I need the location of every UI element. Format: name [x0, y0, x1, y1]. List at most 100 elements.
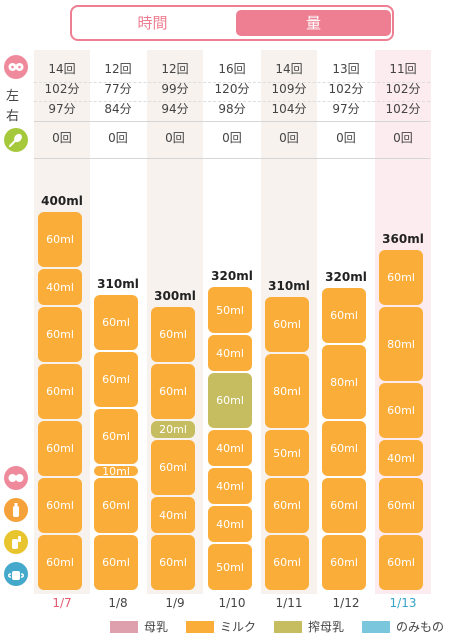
legend-item-breast: 母乳: [110, 620, 168, 634]
bar-segment[interactable]: 50ml: [208, 287, 252, 333]
bar-segment[interactable]: 60ml: [379, 535, 423, 590]
bar-segment[interactable]: 60ml: [94, 535, 138, 590]
date-label[interactable]: 1/13: [389, 596, 417, 610]
bar-segment[interactable]: 60ml: [94, 409, 138, 464]
bar-segment[interactable]: 60ml: [151, 307, 195, 362]
bar-segment[interactable]: 60ml: [265, 535, 309, 590]
daily-total-label: 320ml: [211, 269, 253, 283]
date-label[interactable]: 1/11: [275, 596, 303, 610]
left-duration: 120分: [214, 82, 250, 96]
date-label[interactable]: 1/8: [108, 596, 128, 610]
nursing-count: 12回: [161, 62, 189, 76]
bar-segment[interactable]: 50ml: [208, 544, 252, 590]
bar-segment[interactable]: 60ml: [379, 250, 423, 305]
bar-segment[interactable]: 50ml: [265, 430, 309, 476]
cup-icon: [4, 562, 28, 586]
bar-segment[interactable]: 60ml: [379, 478, 423, 533]
nursing-count: 12回: [104, 62, 132, 76]
legend-label: 搾母乳: [308, 620, 345, 634]
day-column[interactable]: 14回 102分 97分 0回 60ml 60ml 60ml 60ml 60ml 40ml 60ml…: [34, 50, 90, 594]
day-column[interactable]: 14回 109分 104分 0回 60ml 60ml 50ml 80ml 60ml 310ml: [261, 50, 317, 594]
legend-item-pumped: 搾母乳: [274, 620, 344, 634]
nursing-count: 16回: [218, 62, 246, 76]
bar-segment[interactable]: 40ml: [151, 497, 195, 533]
baby-food-count: 0回: [336, 131, 356, 145]
day-column[interactable]: 12回 99分 94分 0回 60ml 40ml 60ml 20ml 60ml 60ml 300ml: [147, 50, 203, 594]
day-column[interactable]: 11回 102分 102分 0回 60ml 60ml 40ml 60ml 80ml 60ml 360…: [375, 50, 431, 594]
daily-total-label: 320ml: [325, 270, 367, 284]
bar-segment[interactable]: 60ml: [322, 421, 366, 476]
legend-swatch: [274, 621, 303, 633]
tab-time[interactable]: 時間: [137, 14, 168, 32]
bar-segment[interactable]: 60ml: [208, 373, 252, 428]
bar-segment[interactable]: 60ml: [151, 535, 195, 590]
right-side-label: 右: [6, 109, 20, 124]
bottle-icon: [4, 498, 28, 522]
daily-total-label: 310ml: [97, 277, 139, 291]
bar-segment[interactable]: 60ml: [38, 212, 82, 267]
bar-segment[interactable]: 40ml: [38, 269, 82, 305]
bar-segment[interactable]: 80ml: [322, 345, 366, 419]
bar-segment[interactable]: 60ml: [322, 535, 366, 590]
baby-food-count: 0回: [393, 131, 413, 145]
right-duration: 84分: [104, 102, 132, 116]
day-column[interactable]: 16回 120分 98分 0回 50ml 40ml 40ml 40ml 60ml 40ml 50ml…: [204, 50, 260, 594]
date-label[interactable]: 1/9: [165, 596, 185, 610]
separator: [34, 158, 430, 159]
bar-segment[interactable]: 40ml: [208, 430, 252, 466]
bar-segment[interactable]: 60ml: [151, 364, 195, 419]
right-duration: 94分: [161, 102, 189, 116]
legend-item-drink: のみもの: [362, 620, 444, 634]
bar-segment[interactable]: 60ml: [265, 297, 309, 352]
nursing-count: 11回: [389, 62, 417, 76]
left-side-label: 左: [6, 89, 20, 104]
spoon-icon: [4, 128, 28, 152]
bar-segment[interactable]: 20ml: [151, 421, 195, 438]
bar-segment[interactable]: 40ml: [208, 468, 252, 504]
bar-segment[interactable]: 60ml: [94, 352, 138, 407]
date-label[interactable]: 1/12: [332, 596, 360, 610]
bar-segment[interactable]: 60ml: [38, 364, 82, 419]
right-duration: 98分: [218, 102, 246, 116]
bar-segment[interactable]: 60ml: [38, 535, 82, 590]
bar-segment[interactable]: 60ml: [94, 478, 138, 533]
left-duration: 109分: [271, 82, 307, 96]
bar-segment[interactable]: 60ml: [38, 421, 82, 476]
bar-segment[interactable]: 60ml: [151, 440, 195, 495]
bar-segment[interactable]: 60ml: [38, 307, 82, 362]
nursing-count: 14回: [48, 62, 76, 76]
bar-segment[interactable]: 10ml: [94, 465, 138, 478]
left-duration: 102分: [44, 82, 80, 96]
baby-food-count: 0回: [279, 131, 299, 145]
day-column[interactable]: 12回 77分 84分 0回 60ml 60ml 10ml 60ml 60ml 60ml 310ml: [90, 50, 146, 594]
tab-amount[interactable]: 量: [236, 10, 391, 36]
bar-segment[interactable]: 40ml: [379, 440, 423, 476]
pumped-bottle-icon: [4, 530, 28, 554]
bar-segment[interactable]: 60ml: [322, 478, 366, 533]
daily-total-label: 300ml: [154, 289, 196, 303]
right-duration: 97分: [48, 102, 76, 116]
bar-segment[interactable]: 60ml: [265, 478, 309, 533]
bar-segment[interactable]: 40ml: [208, 335, 252, 371]
bar-segment[interactable]: 60ml: [379, 383, 423, 438]
date-label[interactable]: 1/7: [52, 596, 72, 610]
view-tab-switcher: 時間 量: [70, 5, 394, 41]
bar-segment[interactable]: 60ml: [94, 295, 138, 350]
daily-total-label: 400ml: [41, 194, 83, 208]
bar-segment[interactable]: 60ml: [38, 478, 82, 533]
bar-segment[interactable]: 40ml: [208, 506, 252, 542]
bar-segment[interactable]: 80ml: [379, 307, 423, 381]
left-duration: 102分: [328, 82, 364, 96]
legend-swatch: [110, 621, 138, 633]
date-label[interactable]: 1/10: [218, 596, 246, 610]
bar-segment[interactable]: 60ml: [322, 288, 366, 343]
baby-food-count: 0回: [52, 131, 72, 145]
right-duration: 104分: [271, 102, 307, 116]
day-column[interactable]: 13回 102分 97分 0回 60ml 60ml 60ml 80ml 60ml 320ml: [318, 50, 374, 594]
separator: [34, 121, 430, 122]
baby-food-count: 0回: [165, 131, 185, 145]
legend-swatch: [186, 621, 215, 633]
right-duration: 97分: [332, 102, 360, 116]
bar-segment[interactable]: 80ml: [265, 354, 309, 428]
breast-milk-legend-icon: [4, 466, 28, 490]
